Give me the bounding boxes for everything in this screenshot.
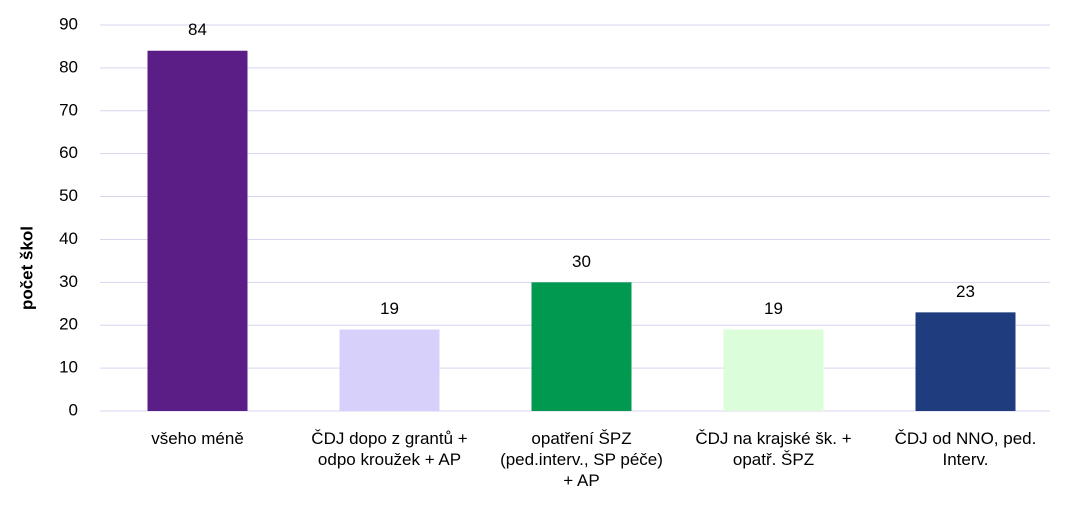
y-tick-label: 30 [59,272,78,291]
y-tick-label: 10 [59,358,78,377]
bar [723,329,824,411]
data-label: 19 [764,299,783,318]
x-tick-label: ČDJ na krajské šk. + opatř. ŠPZ [695,429,852,469]
y-tick-label: 0 [69,400,78,419]
y-tick-label: 80 [59,57,78,76]
y-tick-label: 70 [59,100,78,119]
x-tick-label: ČDJ dopo z grantů + odpo kroužek + AP [311,429,468,469]
data-label: 19 [380,299,399,318]
data-label: 84 [188,20,207,39]
bar [915,312,1016,411]
y-tick-label: 60 [59,143,78,162]
y-tick-label: 90 [59,14,78,33]
x-tick-label: všeho méně [151,429,244,448]
bar [339,329,440,411]
x-tick-label: ČDJ od NNO, ped. Interv. [894,429,1037,469]
y-axis-label: počet škol [17,226,36,310]
y-tick-label: 40 [59,229,78,248]
data-label: 23 [956,282,975,301]
bar [147,50,248,411]
data-label: 30 [572,252,591,271]
y-tick-label: 20 [59,315,78,334]
y-tick-label: 50 [59,186,78,205]
x-tick-label: opatření ŠPZ (ped.interv., SP péče) + AP [500,429,663,490]
bar [531,282,632,411]
